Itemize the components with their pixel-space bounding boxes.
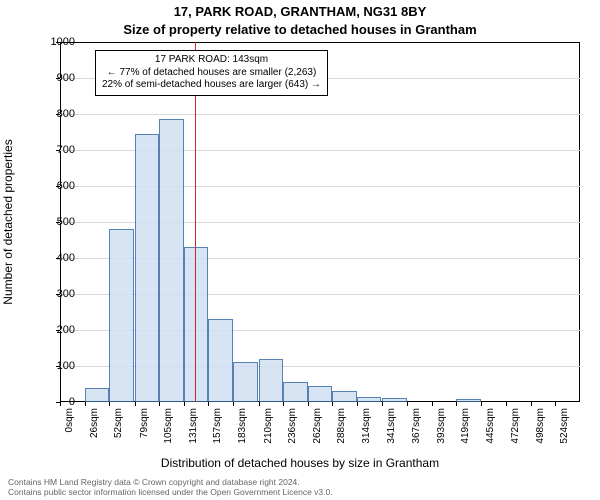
ytick-label: 800: [35, 108, 75, 120]
xtick-mark: [531, 402, 532, 406]
gridline-h: [60, 114, 580, 115]
ytick-label: 400: [35, 252, 75, 264]
histogram-bar: [109, 229, 134, 402]
histogram-bar: [233, 362, 258, 402]
xtick-mark: [135, 402, 136, 406]
histogram-bar: [135, 134, 160, 402]
xtick-mark: [357, 402, 358, 406]
xtick-mark: [208, 402, 209, 406]
ytick-label: 500: [35, 216, 75, 228]
xtick-mark: [308, 402, 309, 406]
chart-container: 17, PARK ROAD, GRANTHAM, NG31 8BY Size o…: [0, 0, 600, 500]
plot-area: 17 PARK ROAD: 143sqm ← 77% of detached h…: [60, 42, 580, 402]
histogram-bar: [259, 359, 284, 402]
xtick-label: 79sqm: [139, 408, 150, 438]
xtick-label: 524sqm: [559, 408, 570, 444]
xtick-mark: [184, 402, 185, 406]
xtick-mark: [60, 402, 61, 406]
annotation-line3: 22% of semi-detached houses are larger (…: [102, 79, 321, 92]
histogram-bar: [382, 398, 407, 402]
xtick-label: 52sqm: [113, 408, 124, 438]
x-axis-label: Distribution of detached houses by size …: [0, 456, 600, 470]
xtick-mark: [382, 402, 383, 406]
page-subtitle: Size of property relative to detached ho…: [0, 22, 600, 37]
ytick-label: 1000: [35, 36, 75, 48]
ytick-label: 0: [35, 396, 75, 408]
footer-line2: Contains public sector information licen…: [8, 488, 592, 498]
annotation-line1: 17 PARK ROAD: 143sqm: [102, 54, 321, 67]
xtick-label: 288sqm: [336, 408, 347, 444]
xtick-mark: [456, 402, 457, 406]
page-title: 17, PARK ROAD, GRANTHAM, NG31 8BY: [0, 4, 600, 19]
histogram-bar: [159, 119, 184, 402]
xtick-label: 445sqm: [485, 408, 496, 444]
reference-line: [195, 42, 196, 402]
xtick-mark: [481, 402, 482, 406]
xtick-label: 498sqm: [535, 408, 546, 444]
xtick-mark: [85, 402, 86, 406]
histogram-bar: [85, 388, 110, 402]
annotation-box: 17 PARK ROAD: 143sqm ← 77% of detached h…: [95, 50, 328, 96]
xtick-label: 393sqm: [436, 408, 447, 444]
xtick-label: 210sqm: [263, 408, 274, 444]
xtick-label: 341sqm: [386, 408, 397, 444]
ytick-label: 300: [35, 288, 75, 300]
xtick-label: 157sqm: [212, 408, 223, 444]
y-axis-label: Number of detached properties: [1, 139, 15, 304]
histogram-bar: [308, 386, 333, 402]
xtick-label: 419sqm: [460, 408, 471, 444]
ytick-label: 900: [35, 72, 75, 84]
ytick-label: 700: [35, 144, 75, 156]
xtick-mark: [506, 402, 507, 406]
histogram-bar: [332, 391, 357, 402]
xtick-mark: [109, 402, 110, 406]
annotation-line2: ← 77% of detached houses are smaller (2,…: [102, 67, 321, 80]
xtick-label: 472sqm: [510, 408, 521, 444]
xtick-mark: [555, 402, 556, 406]
xtick-label: 131sqm: [188, 408, 199, 444]
xtick-mark: [159, 402, 160, 406]
xtick-label: 367sqm: [411, 408, 422, 444]
attribution-footer: Contains HM Land Registry data © Crown c…: [8, 478, 592, 498]
xtick-label: 26sqm: [89, 408, 100, 438]
xtick-label: 314sqm: [361, 408, 372, 444]
histogram-bar: [283, 382, 308, 402]
histogram-bar: [456, 399, 481, 402]
xtick-mark: [407, 402, 408, 406]
xtick-mark: [332, 402, 333, 406]
ytick-label: 200: [35, 324, 75, 336]
histogram-bar: [357, 397, 382, 402]
xtick-label: 0sqm: [64, 408, 75, 432]
ytick-label: 100: [35, 360, 75, 372]
xtick-label: 183sqm: [237, 408, 248, 444]
xtick-label: 262sqm: [312, 408, 323, 444]
ytick-label: 600: [35, 180, 75, 192]
xtick-mark: [432, 402, 433, 406]
xtick-label: 236sqm: [287, 408, 298, 444]
xtick-mark: [259, 402, 260, 406]
xtick-mark: [233, 402, 234, 406]
xtick-label: 105sqm: [163, 408, 174, 444]
xtick-mark: [283, 402, 284, 406]
histogram-bar: [208, 319, 233, 402]
